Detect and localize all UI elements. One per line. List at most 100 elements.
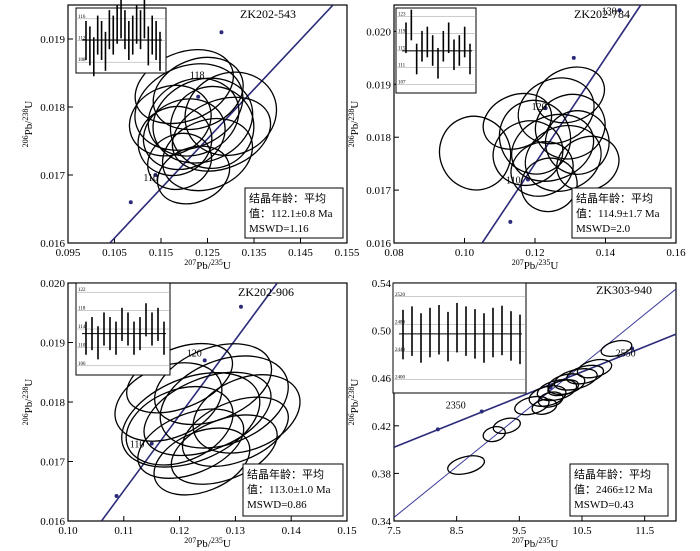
error-ellipse [192,374,301,454]
concordia-age-label: 120 [532,102,547,113]
y-tick-label: 0.34 [372,516,392,528]
error-ellipse [438,115,512,191]
concordia-curve [109,5,334,243]
error-ellipse [152,56,244,131]
svg-text:206Pb/238U: 206Pb/238U [21,101,35,148]
y-tick-label: 0.018 [40,397,65,409]
x-tick-label: 0.155 [335,247,360,259]
y-tick-label: 0.019 [366,79,391,91]
svg-text:207Pb/235U: 207Pb/235U [184,258,231,272]
y-tick-label: 0.020 [40,278,65,290]
y-tick-label: 0.019 [40,338,65,350]
info-line-1: 结晶年龄：平均 [247,467,324,481]
concordia-age-label: 2350 [446,401,466,412]
x-tick-label: 0.12 [525,247,544,259]
x-tick-label: 0.115 [149,247,174,259]
info-line-2: 值：2466±12 Ma [574,483,653,496]
error-ellipse [134,63,244,151]
svg-text:206Pb/238U: 206Pb/238U [21,379,35,426]
concordia-curve [100,283,278,521]
y-tick-label: 0.016 [40,238,65,250]
sample-label: ZK202-906 [238,285,294,299]
x-tick-label: 0.15 [337,525,357,537]
error-ellipse [492,417,521,435]
y-tick-label: 0.017 [40,457,65,469]
error-ellipse [600,339,633,357]
y-tick-label: 0.42 [372,421,391,433]
inset-tick-label: 111 [398,64,406,69]
error-ellipse [137,408,245,479]
concordia-age-marker [508,219,513,224]
concordia-age-label: 2550 [616,348,636,359]
y-tick-label: 0.50 [372,326,392,338]
error-ellipse [547,379,580,397]
age-inset-plot: 2520 2480 2440 2400 [392,282,527,394]
info-line-2: 值：112.1±0.8 Ma [249,207,333,220]
error-ellipse [537,391,564,408]
x-tick-label: 8.5 [450,525,464,537]
info-line-1: 结晶年龄：平均 [576,191,653,205]
inset-tick-label: 2440 [395,348,406,353]
plot-content [438,5,642,243]
svg-text:206Pb/238U: 206Pb/238U [347,101,361,148]
sample-label: ZK202-784 [574,7,630,21]
x-tick-label: 0.14 [596,247,616,259]
error-ellipse [181,396,289,468]
info-box [242,463,344,517]
error-ellipse [528,385,567,407]
inset-tick-label: 110 [78,343,86,348]
y-tick-label: 0.018 [40,102,65,114]
error-ellipse [531,398,558,415]
inset-tick-label: 2480 [395,320,406,325]
age-inset-plot: 122 118 114 110 106 [75,282,171,376]
x-tick-label: 0.11 [114,525,133,537]
concordia-age-label: 110 [143,173,158,184]
x-tick-label: 0.145 [288,247,313,259]
plot-content [394,288,676,518]
y-tick-label: 0.38 [372,468,392,480]
x-tick-label: 0.10 [455,247,475,259]
error-ellipse [184,71,278,157]
y-tick-label: 0.018 [366,132,391,144]
error-ellipse [125,386,234,466]
y-tick-label: 0.017 [366,185,391,197]
x-tick-label: 0.125 [195,247,220,259]
info-box [244,187,344,239]
svg-text:207Pb/235U: 207Pb/235U [512,258,559,272]
error-ellipse [492,120,564,186]
concordia-age-marker [238,304,243,309]
inset-tick-label: 114 [78,325,86,330]
y-tick-label: 0.019 [40,34,65,46]
info-line-1: 结晶年龄：平均 [249,191,326,205]
y-tick-label: 0.46 [372,373,392,385]
error-ellipse [482,92,553,150]
y-axis-label: 206Pb/238U [347,101,361,148]
error-ellipse [170,414,278,485]
plot-frame [393,282,677,522]
error-ellipse [520,157,578,213]
info-line-3: MSWD=1.16 [249,223,309,235]
x-tick-label: 0.14 [282,525,302,537]
inset-tick-label: 122 [78,288,86,293]
error-ellipse [517,77,595,145]
inset-tick-label: 118 [78,307,86,312]
y-tick-label: 0.016 [366,238,391,250]
age-inset-plot: 123 119 115 111 107 [395,7,477,94]
error-ellipse [566,364,605,385]
age-inset-plot: 116 112 108 [75,0,167,77]
concordia-age-marker [435,427,440,432]
inset-tick-label: 123 [398,13,406,18]
inset-tick-label: 115 [398,47,406,52]
error-ellipse [544,110,610,175]
panel-zk202-906: 0.10 0.11 0.12 0.13 0.14 0.15 0.016 0.017 0.018 0… [21,278,357,550]
inset-tick-label: 2400 [395,375,406,380]
info-line-1: 结晶年龄：平均 [574,467,651,481]
x-tick-label: 10.5 [572,525,592,537]
error-ellipse [147,132,213,191]
inset-tick-label: 119 [398,30,406,35]
inset-tick-label: 112 [78,37,86,42]
x-axis-label: 207Pb/235U [512,536,559,550]
inset-tick-label: 116 [78,15,86,20]
plot-content [109,5,334,243]
